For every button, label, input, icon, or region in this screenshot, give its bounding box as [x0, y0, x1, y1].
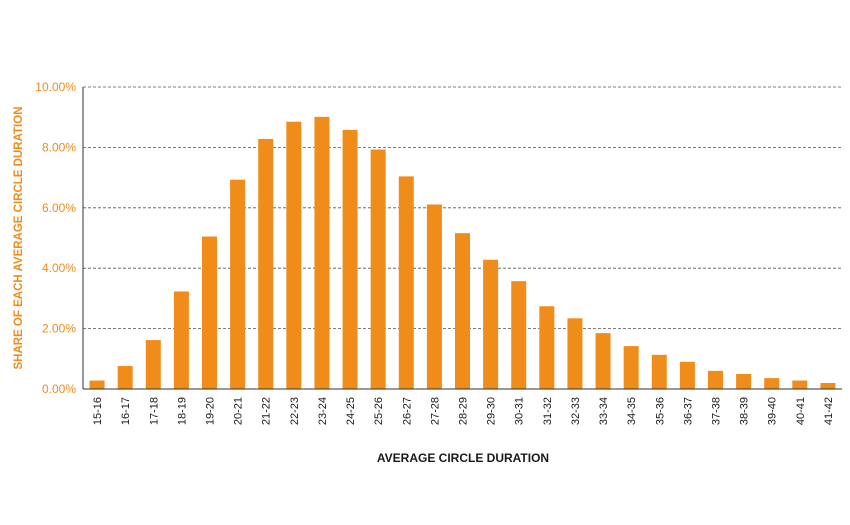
y-tick-label: 0.00% [42, 382, 76, 396]
y-tick-label: 2.00% [42, 322, 76, 336]
x-tick-label: 18-19 [176, 397, 188, 425]
bar [651, 354, 667, 389]
bar [623, 346, 639, 389]
y-tick-label: 8.00% [42, 140, 76, 154]
axes [82, 87, 842, 390]
bar [398, 176, 414, 389]
bar [314, 116, 330, 389]
bar [286, 121, 302, 389]
x-tick-label: 27-28 [429, 397, 441, 425]
bars [89, 116, 836, 389]
bar [258, 138, 274, 389]
y-tick-labels: 0.00% 2.00% 4.00% 6.00% 8.00% 10.00% [35, 80, 76, 396]
x-tick-label: 33-34 [598, 397, 610, 425]
x-tick-label: 41-42 [823, 397, 835, 425]
bar [679, 361, 695, 389]
x-tick-label: 38-39 [739, 397, 751, 425]
bar [230, 179, 246, 389]
bar [708, 370, 723, 389]
x-tick-label: 39-40 [767, 397, 779, 425]
x-tick-label: 29-30 [486, 397, 498, 425]
x-tick-label: 17-18 [148, 397, 160, 425]
bar [426, 204, 442, 389]
bar [483, 259, 499, 389]
bar [595, 333, 611, 389]
x-axis-title: AVERAGE CIRCLE DURATION [377, 451, 549, 465]
y-axis-title: SHARE OF EACH AVERAGE CIRCLE DURATION [13, 106, 25, 369]
x-tick-label: 21-22 [261, 397, 273, 425]
bar [792, 380, 808, 389]
bar [117, 366, 133, 389]
x-tick-label: 32-33 [570, 397, 582, 425]
x-tick-labels: 15-16 16-17 17-18 18-19 19-20 20-21 21-22 22-23… [92, 397, 835, 425]
x-tick-label: 36-37 [682, 397, 694, 425]
bar [764, 378, 780, 389]
bar [342, 129, 358, 389]
bar [89, 380, 105, 389]
bar [173, 291, 189, 389]
bar [567, 318, 583, 389]
x-tick-label: 31-32 [542, 397, 554, 425]
bar [145, 340, 161, 389]
y-tick-label: 4.00% [42, 261, 76, 275]
y-tick-label: 10.00% [35, 80, 76, 94]
x-tick-label: 37-38 [711, 397, 723, 425]
x-tick-label: 19-20 [205, 397, 217, 425]
bar [539, 306, 555, 389]
x-tick-label: 15-16 [92, 397, 104, 425]
bar [820, 382, 836, 389]
bar [511, 281, 527, 389]
x-tick-label: 30-31 [514, 397, 526, 425]
bar [202, 236, 217, 389]
x-tick-label: 40-41 [795, 397, 807, 425]
x-tick-label: 23-24 [317, 397, 329, 425]
x-tick-label: 28-29 [458, 397, 470, 425]
x-tick-label: 22-23 [289, 397, 301, 425]
y-tick-label: 6.00% [42, 201, 76, 215]
bar [370, 149, 386, 389]
bar [455, 233, 470, 389]
x-tick-label: 24-25 [345, 397, 357, 425]
x-tick-label: 26-27 [401, 397, 413, 425]
x-tick-label: 16-17 [120, 397, 132, 425]
x-tick-label: 35-36 [654, 397, 666, 425]
x-tick-label: 34-35 [626, 397, 638, 425]
bar [736, 373, 752, 389]
x-tick-label: 20-21 [233, 397, 245, 425]
x-tick-label: 25-26 [373, 397, 385, 425]
